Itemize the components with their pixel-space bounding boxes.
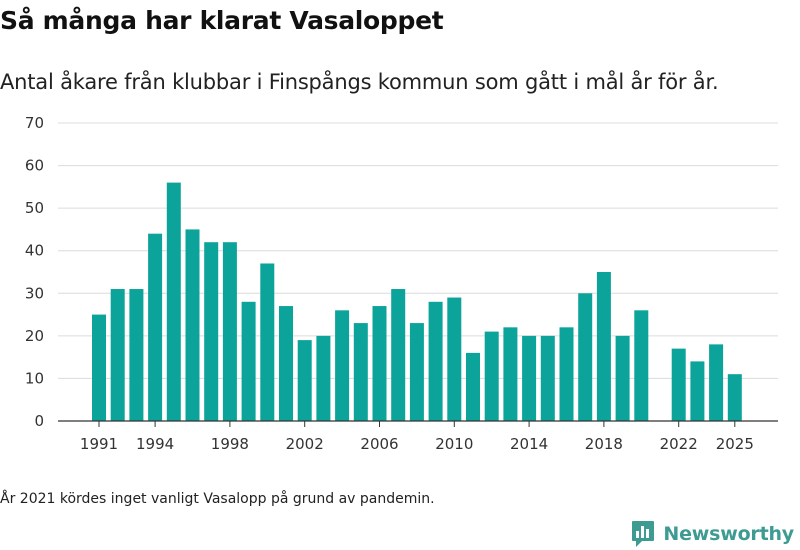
bar-2018 <box>596 272 611 421</box>
bar-2015 <box>540 335 555 421</box>
y-tick-label-70: 70 <box>25 114 44 132</box>
bar-1995 <box>166 182 181 421</box>
x-tick-label-2006: 2006 <box>360 435 398 453</box>
bar-2022 <box>671 348 686 421</box>
bar-2024 <box>709 344 724 421</box>
bars <box>92 182 742 421</box>
bar-2009 <box>428 301 443 421</box>
bar-2025 <box>727 374 742 421</box>
x-tick-label-2018: 2018 <box>585 435 623 453</box>
bar-2002 <box>297 340 312 421</box>
x-tick-label-2014: 2014 <box>510 435 548 453</box>
y-tick-label-10: 10 <box>25 369 44 387</box>
bar-2003 <box>316 335 331 421</box>
bar-2012 <box>484 331 499 421</box>
bar-2013 <box>503 327 518 421</box>
bar-2000 <box>260 263 275 421</box>
y-tick-label-40: 40 <box>25 242 44 260</box>
brand-name: Newsworthy <box>663 523 794 545</box>
footnote: År 2021 kördes inget vanligt Vasalopp på… <box>0 491 435 507</box>
bar-1999 <box>241 301 256 421</box>
brand-logo: Newsworthy <box>631 520 794 548</box>
x-tick-label-2022: 2022 <box>660 435 698 453</box>
bar-2020 <box>634 310 649 421</box>
bar-2019 <box>615 335 630 421</box>
bar-2005 <box>353 323 368 421</box>
bar-1993 <box>129 289 144 421</box>
y-tick-label-60: 60 <box>25 157 44 175</box>
bar-2016 <box>559 327 574 421</box>
bar-1991 <box>92 314 106 421</box>
bar-1996 <box>185 229 200 421</box>
y-tick-label-30: 30 <box>25 284 44 302</box>
bar-2011 <box>466 352 480 421</box>
x-axis: 1991 1994 1998 2002 2006 2010 2014 2018 2022 2025 <box>58 420 778 453</box>
bar-2017 <box>578 293 593 421</box>
y-tick-label-0: 0 <box>34 412 44 430</box>
bar-2004 <box>335 310 350 421</box>
newsworthy-logo-icon <box>632 521 655 547</box>
bar-1992 <box>110 289 125 421</box>
bar-2014 <box>522 335 537 421</box>
bar-1998 <box>222 242 237 421</box>
bar-2001 <box>279 306 293 421</box>
bar-1994 <box>148 233 163 421</box>
y-tick-label-50: 50 <box>25 199 44 217</box>
bar-2008 <box>409 323 424 421</box>
bar-2023 <box>690 361 705 421</box>
y-tick-label-20: 20 <box>25 327 44 345</box>
chart-title: Så många har klarat Vasaloppet <box>0 6 444 35</box>
bar-1997 <box>204 242 219 421</box>
x-tick-label-1991: 1991 <box>80 435 118 453</box>
bar-2007 <box>391 289 406 421</box>
x-tick-label-1994: 1994 <box>136 435 174 453</box>
x-tick-label-2002: 2002 <box>286 435 324 453</box>
x-tick-label-2025: 2025 <box>716 435 754 453</box>
y-axis: 0 10 20 30 40 50 60 70 <box>25 114 44 430</box>
bar-2006 <box>372 306 387 421</box>
bar-2010 <box>447 297 462 421</box>
bar-chart: 0 10 20 30 40 50 60 70 1991 1994 1998 2002 2006 2010… <box>25 114 778 453</box>
x-tick-label-2010: 2010 <box>435 435 473 453</box>
x-tick-label-1998: 1998 <box>211 435 249 453</box>
chart-subtitle: Antal åkare från klubbar i Finspångs kom… <box>0 70 719 94</box>
